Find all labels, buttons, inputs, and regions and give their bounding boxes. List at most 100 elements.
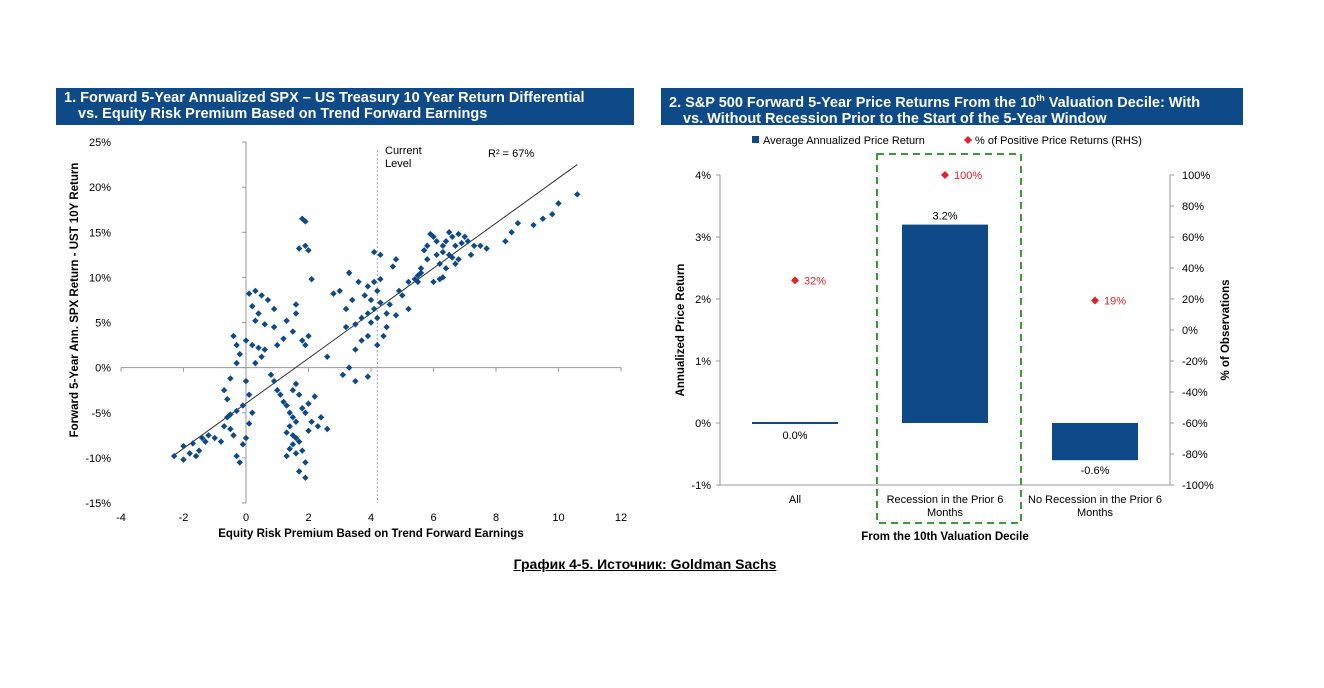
scatter-point: [186, 450, 193, 457]
scatter-point: [227, 425, 234, 433]
scatter-point: [233, 452, 240, 460]
scatter-point: [330, 290, 337, 297]
scatter-point: [405, 278, 412, 286]
scatter-point: [392, 312, 400, 319]
scatter-point: [274, 386, 281, 394]
x-tick-label: -2: [179, 512, 189, 524]
legend-bar-label: Average Annualized Price Return: [763, 135, 925, 147]
category-label: Months: [1077, 507, 1114, 519]
scatter-point: [302, 459, 309, 466]
scatter-point: [364, 332, 372, 340]
scatter-point: [305, 247, 312, 254]
scatter-point: [289, 414, 297, 421]
category-label: All: [789, 494, 801, 506]
right-tick-label: 80%: [1182, 201, 1204, 213]
scatter-point: [339, 371, 347, 379]
scatter-point: [180, 456, 187, 463]
scatter-point: [242, 434, 250, 442]
category-label: No Recession in the Prior 6: [1028, 494, 1162, 506]
scatter-point: [258, 292, 265, 299]
right-tick-label: -80%: [1182, 449, 1208, 461]
scatter-point: [295, 245, 303, 252]
scatter-point: [170, 452, 178, 460]
scatter-point: [458, 239, 465, 247]
scatter-point: [289, 386, 297, 394]
scatter-point: [549, 211, 556, 218]
left-tick-label: 4%: [695, 170, 711, 182]
y-tick-label: -15%: [85, 498, 111, 510]
scatter-point: [189, 440, 197, 447]
r-squared-label: R² = 67%: [488, 148, 534, 160]
scatter-point: [230, 332, 237, 340]
scatter-point: [374, 287, 381, 295]
scatter-point: [299, 337, 306, 344]
x-axis-title: From the 10th Valuation Decile: [861, 531, 1028, 543]
scatter-point: [374, 341, 381, 349]
scatter-point: [442, 265, 450, 272]
scatter-point: [374, 314, 381, 322]
scatter-point: [292, 418, 300, 425]
category-label: Recession in the Prior 6: [887, 494, 1004, 506]
scatter-point: [252, 317, 259, 324]
scatter-point: [245, 391, 253, 398]
scatter-point: [233, 359, 240, 367]
scatter-point: [245, 290, 253, 297]
scatter-point: [227, 375, 234, 382]
scatter-point: [455, 230, 462, 238]
x-tick-label: 2: [305, 512, 311, 524]
x-tick-label: 8: [493, 512, 499, 524]
scatter-point: [249, 409, 256, 416]
scatter-point: [470, 242, 478, 249]
scatter-point: [370, 278, 378, 286]
scatter-point: [377, 251, 384, 259]
scatter-point: [380, 332, 387, 340]
scatter-point: [305, 332, 312, 340]
scatter-point: [417, 265, 425, 272]
scatter-point: [295, 468, 303, 475]
legend-bar-swatch: [752, 136, 759, 143]
scatter-point: [270, 323, 278, 331]
scatter-point: [430, 278, 437, 286]
scatter-point: [314, 423, 322, 430]
scatter-point: [467, 251, 475, 259]
legend-marker-label: % of Positive Price Returns (RHS): [975, 135, 1142, 147]
scatter-point: [308, 418, 315, 425]
scatter-point: [230, 432, 237, 439]
y-axis-title: Forward 5-Year Ann. SPX Return - UST 10Y…: [69, 163, 81, 438]
scatter-point: [286, 445, 293, 453]
scatter-point: [539, 215, 547, 222]
scatter-point: [439, 248, 447, 256]
scatter-point: [370, 248, 378, 256]
scatter-point: [477, 242, 484, 249]
y-tick-label: 5%: [95, 318, 111, 330]
scatter-point: [242, 377, 250, 385]
scatter-point: [220, 423, 228, 430]
scatter-point: [336, 287, 343, 295]
scatter-point: [255, 310, 262, 317]
scatter-point: [345, 364, 353, 371]
scatter-point: [358, 314, 365, 322]
scatter-point: [555, 200, 562, 207]
scatter-point: [377, 275, 384, 283]
scatter-point: [464, 238, 472, 245]
scatter-point: [261, 321, 268, 328]
scatter-point: [264, 296, 272, 304]
scatter-point: [192, 452, 200, 460]
scatter-point: [370, 305, 378, 313]
highlight-box: [876, 153, 1022, 524]
scatter-point: [389, 263, 397, 270]
scatter-point: [355, 278, 362, 286]
marker-data-label: 19%: [1104, 296, 1126, 308]
bar: [902, 224, 988, 423]
scatter-point: [302, 242, 309, 249]
scatter-point: [530, 221, 537, 229]
scatter-point: [233, 341, 240, 349]
marker-data-label: 100%: [954, 170, 982, 182]
scatter-point: [220, 386, 228, 394]
right-tick-label: 40%: [1182, 263, 1204, 275]
positive-returns-marker: [1091, 296, 1099, 305]
y-tick-label: 0%: [95, 363, 111, 375]
scatter-point: [292, 434, 300, 442]
right-tick-label: -100%: [1182, 480, 1214, 492]
x-tick-label: 0: [243, 512, 249, 524]
